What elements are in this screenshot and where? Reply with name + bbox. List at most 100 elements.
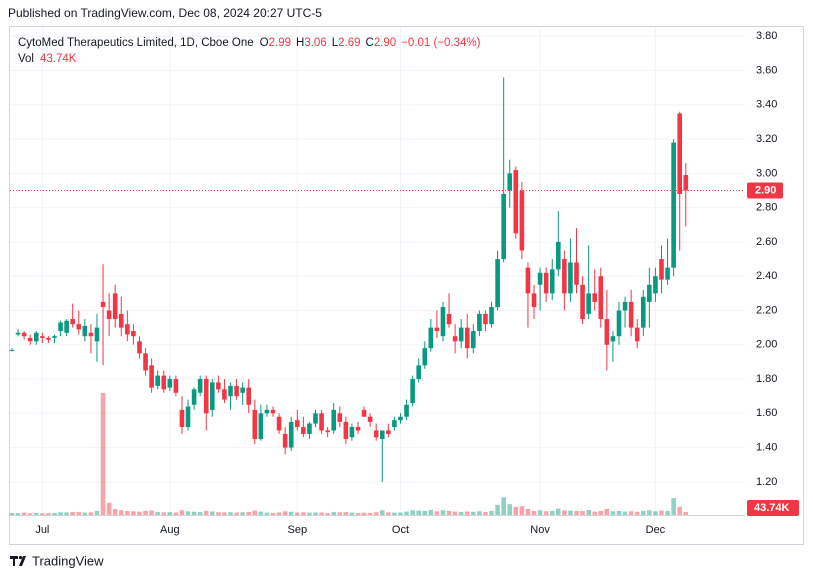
volume-bar bbox=[125, 510, 130, 515]
volume-bar bbox=[70, 511, 75, 515]
volume-bar bbox=[616, 510, 622, 515]
volume-bar bbox=[21, 512, 27, 515]
candle-body bbox=[665, 267, 670, 280]
candle-body bbox=[118, 313, 124, 328]
volume-bar bbox=[270, 512, 276, 515]
x-tick-label: Nov bbox=[530, 524, 550, 536]
candle-body bbox=[628, 301, 634, 328]
volume-bar bbox=[355, 512, 361, 515]
candle-body bbox=[161, 375, 167, 390]
candle-body bbox=[252, 409, 258, 440]
candle-body bbox=[82, 325, 88, 337]
volume-bar bbox=[386, 512, 391, 515]
candle-body bbox=[179, 409, 185, 428]
volume-bar bbox=[58, 512, 63, 515]
y-tick-label: 2.40 bbox=[756, 270, 777, 282]
candle-body bbox=[131, 331, 136, 337]
volume-bar bbox=[282, 511, 288, 515]
candle-body bbox=[355, 427, 361, 431]
candle-body bbox=[386, 430, 391, 434]
volume-bar bbox=[452, 511, 458, 515]
candle-body bbox=[537, 272, 543, 285]
y-tick-label: 2.00 bbox=[756, 339, 777, 351]
volume-bar bbox=[543, 511, 549, 515]
volume-bar bbox=[149, 510, 154, 515]
o-label: O bbox=[260, 37, 269, 49]
candle-body bbox=[246, 387, 252, 405]
candle-body bbox=[428, 327, 434, 349]
candle-body bbox=[46, 337, 51, 340]
candle-body bbox=[543, 272, 549, 294]
c-value: 2.90 bbox=[374, 37, 396, 49]
candle-body bbox=[477, 313, 482, 332]
volume-bar bbox=[246, 511, 252, 515]
volume-bar bbox=[446, 510, 452, 515]
y-tick-label: 1.60 bbox=[756, 407, 777, 419]
o-value: 2.99 bbox=[269, 37, 291, 49]
candle-body bbox=[191, 389, 197, 405]
candle-body bbox=[671, 142, 676, 268]
c-label: C bbox=[366, 37, 374, 49]
candle-body bbox=[404, 404, 409, 417]
candle-body bbox=[531, 293, 537, 308]
h-label: H bbox=[296, 37, 304, 49]
volume-bar bbox=[586, 509, 591, 515]
volume-bar bbox=[477, 511, 482, 515]
candle-body bbox=[301, 427, 306, 434]
candle-body bbox=[634, 327, 640, 342]
candle-body bbox=[100, 301, 106, 308]
volume-bar bbox=[653, 511, 658, 515]
candle-body bbox=[313, 413, 318, 424]
candle-body bbox=[373, 430, 379, 438]
volume-bar bbox=[331, 511, 337, 515]
volume-bar bbox=[349, 512, 355, 515]
volume-bar bbox=[598, 510, 604, 515]
candle-body bbox=[33, 332, 39, 342]
candle-body bbox=[203, 379, 209, 414]
volume-bar bbox=[537, 510, 543, 515]
candle-body bbox=[471, 331, 476, 349]
candle-body bbox=[501, 193, 506, 260]
candle-body bbox=[15, 332, 21, 335]
candle-body bbox=[598, 276, 604, 320]
candle-body bbox=[640, 296, 646, 328]
volume-bar bbox=[167, 512, 173, 515]
x-tick-label: Jul bbox=[35, 524, 49, 536]
volume-bar bbox=[440, 510, 446, 515]
candle-body bbox=[349, 427, 355, 438]
volume-bar bbox=[337, 512, 343, 515]
y-tick-label: 2.80 bbox=[756, 202, 777, 214]
volume-bar bbox=[549, 510, 555, 515]
volume-bar bbox=[264, 512, 270, 515]
volume-bar bbox=[258, 511, 264, 515]
candle-body bbox=[197, 379, 203, 393]
volume-bar bbox=[367, 512, 373, 515]
volume-bar bbox=[185, 511, 191, 515]
volume-bar bbox=[313, 512, 318, 515]
volume-bar bbox=[33, 512, 39, 515]
tv-logo: TradingView bbox=[10, 553, 104, 568]
candle-body bbox=[88, 332, 94, 337]
volume-bar bbox=[495, 504, 500, 515]
candle-body bbox=[556, 241, 561, 270]
brand: TradingView bbox=[32, 553, 104, 568]
x-tick-label: Sep bbox=[288, 524, 308, 536]
last-price-badge bbox=[747, 182, 783, 199]
volume-bar bbox=[9, 512, 15, 515]
volume-bar bbox=[628, 511, 634, 515]
candle-body bbox=[70, 319, 75, 325]
volume-bar bbox=[677, 506, 682, 515]
volume-bar bbox=[404, 511, 409, 515]
candle-body bbox=[446, 313, 452, 325]
candle-body bbox=[549, 269, 555, 294]
candle-body bbox=[568, 262, 573, 294]
candle-body bbox=[112, 293, 118, 320]
candle-body bbox=[276, 416, 282, 431]
candle-body bbox=[525, 267, 531, 294]
volume-bar bbox=[252, 510, 258, 515]
volume-bar bbox=[82, 512, 88, 515]
candle-body bbox=[288, 421, 294, 448]
volume-bar bbox=[458, 511, 464, 515]
